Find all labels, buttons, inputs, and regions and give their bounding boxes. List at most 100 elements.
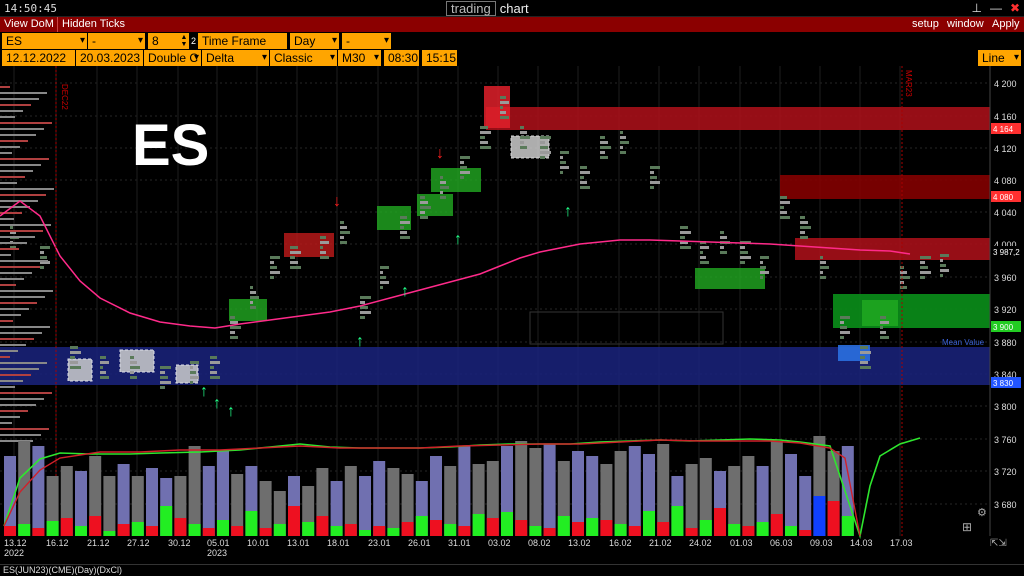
x-tick-label: 06.03 bbox=[770, 538, 793, 548]
y-tick-label: 4 120 bbox=[994, 144, 1017, 154]
up-arrow-icon: ↑ bbox=[213, 395, 221, 412]
volume-profile-bar bbox=[0, 92, 47, 94]
tab-view-dom[interactable]: View DoM bbox=[4, 18, 54, 30]
support-zone bbox=[833, 294, 990, 328]
x-tick-label: 01.03 bbox=[730, 538, 753, 548]
volume-bar bbox=[458, 446, 471, 536]
y-tick-label: 3 720 bbox=[994, 467, 1017, 477]
delta-bar bbox=[4, 526, 16, 536]
symbol-select[interactable]: ES bbox=[2, 33, 88, 49]
chart-style-select[interactable]: Line bbox=[978, 50, 1022, 66]
type1-select[interactable]: Double C bbox=[144, 50, 202, 66]
x-tick-label: 09.03 bbox=[810, 538, 833, 548]
x-tick-label: 13.01 bbox=[287, 538, 310, 548]
profile-tick bbox=[920, 256, 931, 259]
delta-bar bbox=[458, 526, 471, 536]
green-box bbox=[695, 268, 765, 289]
profile-tick bbox=[320, 251, 326, 254]
volume-bar bbox=[486, 461, 499, 536]
cumulative-delta-line bbox=[3, 437, 921, 540]
setup-button[interactable]: setup bbox=[912, 18, 939, 30]
profile-tick bbox=[560, 156, 563, 159]
x-year-label: 2022 bbox=[4, 548, 24, 558]
x-tick-label: 18.01 bbox=[327, 538, 350, 548]
volume-profile-bar bbox=[0, 356, 10, 358]
pin-icon[interactable]: ⊥ bbox=[971, 1, 982, 15]
profile-tick bbox=[270, 266, 277, 269]
delta-bar bbox=[359, 530, 371, 536]
down-arrow-icon: ↓ bbox=[436, 145, 444, 162]
volume-bar bbox=[430, 456, 442, 536]
profile-tick bbox=[190, 376, 199, 379]
price-tag-bg bbox=[991, 191, 1021, 202]
contract-label: DEC22 bbox=[60, 84, 69, 110]
session-end-input[interactable]: 15:15 bbox=[422, 50, 458, 66]
type3-select[interactable]: Classic bbox=[270, 50, 338, 66]
period-select[interactable]: Day bbox=[290, 33, 340, 49]
price-tag-label: 3 987,2 bbox=[993, 248, 1020, 257]
profile-tick bbox=[290, 246, 298, 249]
profile-tick bbox=[600, 151, 605, 154]
clock: 14:50:45 bbox=[4, 2, 57, 15]
signal-arrows: ↑ ↑ ↑ ↑ ↑ ↑ ↑ ↓ ↓ bbox=[200, 145, 572, 420]
profile-tick bbox=[320, 256, 329, 259]
profile-tick bbox=[540, 146, 548, 149]
apply-button[interactable]: Apply bbox=[992, 18, 1020, 30]
profile-tick bbox=[680, 246, 691, 249]
volume-bar bbox=[444, 466, 457, 536]
profile-tick bbox=[780, 196, 787, 199]
profile-tick bbox=[620, 146, 623, 149]
price-chart[interactable]: ↑ ↑ ↑ ↑ ↑ ↑ ↑ ↓ ↓ 4 200 4 160 4 120 4 080 4 040 4 000… bbox=[0, 66, 1024, 564]
menu-bar: View DoM Hidden Ticks setup window Apply bbox=[0, 17, 1024, 32]
profile-tick bbox=[500, 111, 506, 114]
volume-profile-bar bbox=[0, 230, 43, 232]
profile-tick bbox=[580, 181, 587, 184]
volume-profile-bar bbox=[0, 392, 52, 394]
profile-tick bbox=[420, 216, 428, 219]
profile-tick bbox=[820, 266, 829, 269]
end-date-input[interactable]: 20.03.2023 bbox=[76, 50, 144, 66]
delta-bar bbox=[46, 521, 59, 536]
symbol-extra-select[interactable]: - bbox=[88, 33, 146, 49]
profile-tick bbox=[540, 156, 545, 159]
delta-bar bbox=[557, 516, 570, 536]
profile-tick bbox=[920, 261, 925, 264]
volume-profile-bar bbox=[0, 410, 28, 412]
profile-tick bbox=[580, 186, 590, 189]
profile-tick bbox=[340, 241, 347, 244]
expand-icon[interactable]: ⇱⇲ bbox=[990, 538, 1007, 549]
profile-tick bbox=[620, 136, 626, 139]
time-axis: 13.12 16.12 21.12 27.12 30.12 05.01 10.01 13.01… bbox=[4, 538, 913, 558]
stepper-arrows-icon[interactable]: ▲ ▼ bbox=[180, 34, 188, 48]
period-extra-select[interactable]: - bbox=[342, 33, 392, 49]
minimize-icon[interactable]: — bbox=[989, 1, 1002, 15]
bar-count-input[interactable]: 8 bbox=[148, 33, 190, 49]
tab-hidden-ticks[interactable]: Hidden Ticks bbox=[62, 18, 125, 30]
profile-tick bbox=[820, 256, 823, 259]
start-date-input[interactable]: 12.12.2022 bbox=[2, 50, 76, 66]
close-icon[interactable]: ✖ bbox=[1009, 1, 1020, 15]
type2-select[interactable]: Delta bbox=[202, 50, 270, 66]
y-tick-label: 4 080 bbox=[994, 176, 1017, 186]
volume-profile-bar bbox=[0, 338, 34, 340]
grid-view-icon[interactable]: ⊞ bbox=[962, 520, 972, 534]
volume-profile-bar bbox=[0, 98, 39, 100]
profile-tick bbox=[190, 371, 196, 374]
session-start-input[interactable]: 08:30 bbox=[384, 50, 420, 66]
price-tag: 4 080 bbox=[991, 191, 1021, 202]
profile-tick bbox=[680, 236, 685, 239]
delta-bar bbox=[160, 506, 173, 536]
profile-tick bbox=[740, 261, 745, 264]
settings-icon[interactable]: ⚙ bbox=[977, 507, 987, 519]
profile-tick bbox=[70, 351, 81, 354]
profile-tick bbox=[800, 236, 808, 239]
delta-bar bbox=[245, 511, 258, 536]
volume-profile-bar bbox=[0, 440, 33, 442]
delta-bar bbox=[714, 508, 726, 536]
bar-type-select[interactable]: M30 bbox=[338, 50, 382, 66]
volume-profile-bar bbox=[0, 212, 22, 214]
profile-tick bbox=[190, 361, 199, 364]
window-button[interactable]: window bbox=[947, 18, 984, 30]
profile-tick bbox=[720, 251, 727, 254]
delta-bar bbox=[756, 522, 769, 536]
